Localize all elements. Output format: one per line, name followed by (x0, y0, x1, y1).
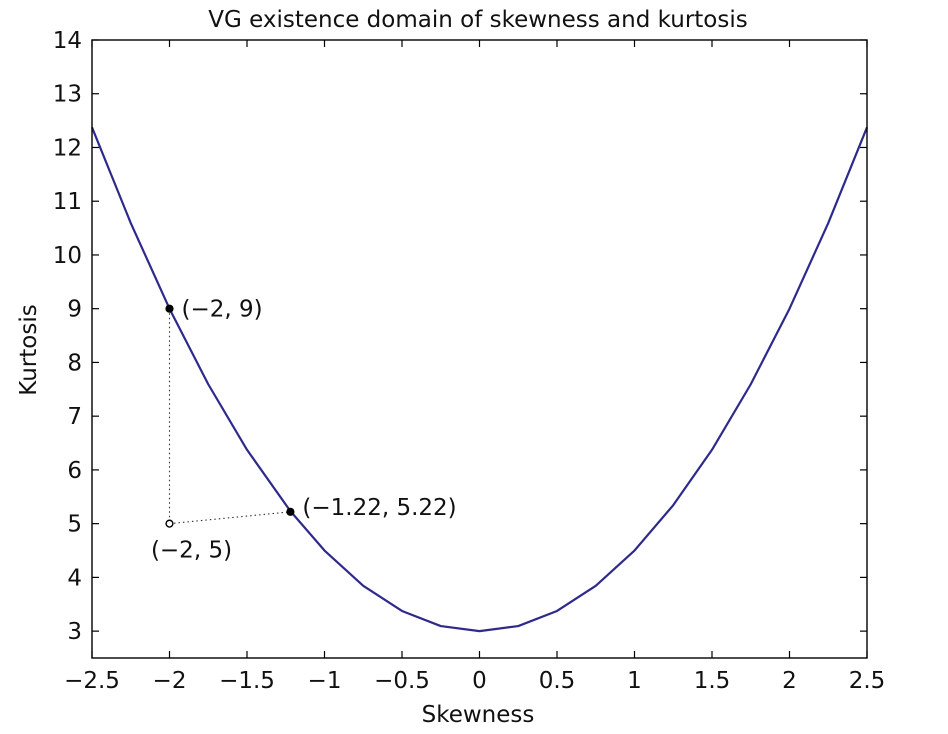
x-tick-label: −1.5 (219, 668, 275, 694)
y-tick-label: 14 (53, 28, 82, 54)
y-tick-label: 13 (53, 82, 82, 108)
point-marker (286, 507, 295, 516)
guide-line (169, 511, 291, 525)
x-tick-label: 0.5 (539, 668, 576, 694)
y-tick-label: 5 (67, 512, 82, 538)
chart-title: VG existence domain of skewness and kurt… (208, 7, 748, 33)
series-layer (90, 126, 869, 633)
kurtosis-curve (90, 126, 869, 633)
annotated-points: (−2, 9) (−1.22, 5.22) (−2, 5) (151, 297, 457, 564)
y-tick-label: 12 (53, 135, 82, 161)
y-tick-label: 7 (67, 404, 82, 430)
dotted-guides (168, 308, 291, 525)
x-tick-label: 1.5 (694, 668, 731, 694)
point-label: (−2, 9) (182, 297, 263, 323)
point-marker (165, 519, 174, 528)
x-tick-label: −0.5 (374, 668, 430, 694)
x-axis-title: Skewness (422, 702, 535, 728)
x-tick-label: 0 (472, 668, 487, 694)
y-tick-label: 4 (67, 565, 82, 591)
x-tick-label: 2.5 (849, 668, 886, 694)
point-marker (165, 304, 174, 313)
plot-frame (91, 39, 868, 659)
point-label: (−2, 5) (151, 538, 232, 564)
y-axis-title: Kurtosis (16, 304, 42, 395)
x-tick-label: 1 (627, 668, 642, 694)
point-label: (−1.22, 5.22) (302, 495, 456, 521)
x-tick-label: −2.5 (64, 668, 120, 694)
y-tick-label: 6 (67, 458, 82, 484)
y-tick-label: 9 (67, 297, 82, 323)
y-tick-label: 11 (53, 189, 82, 215)
y-tick-label: 3 (67, 619, 82, 645)
x-tick-label: −1 (308, 668, 342, 694)
y-tick-label: 8 (67, 350, 82, 376)
axis-ticks: −2.5 −2 −1.5 −1 −0.5 0 0.5 1 1.5 2 2.5 3 4 5 6 7 8 9 10 11 1… (53, 28, 886, 694)
y-tick-label: 10 (53, 243, 82, 269)
x-tick-label: −2 (153, 668, 187, 694)
x-tick-label: 2 (782, 668, 797, 694)
